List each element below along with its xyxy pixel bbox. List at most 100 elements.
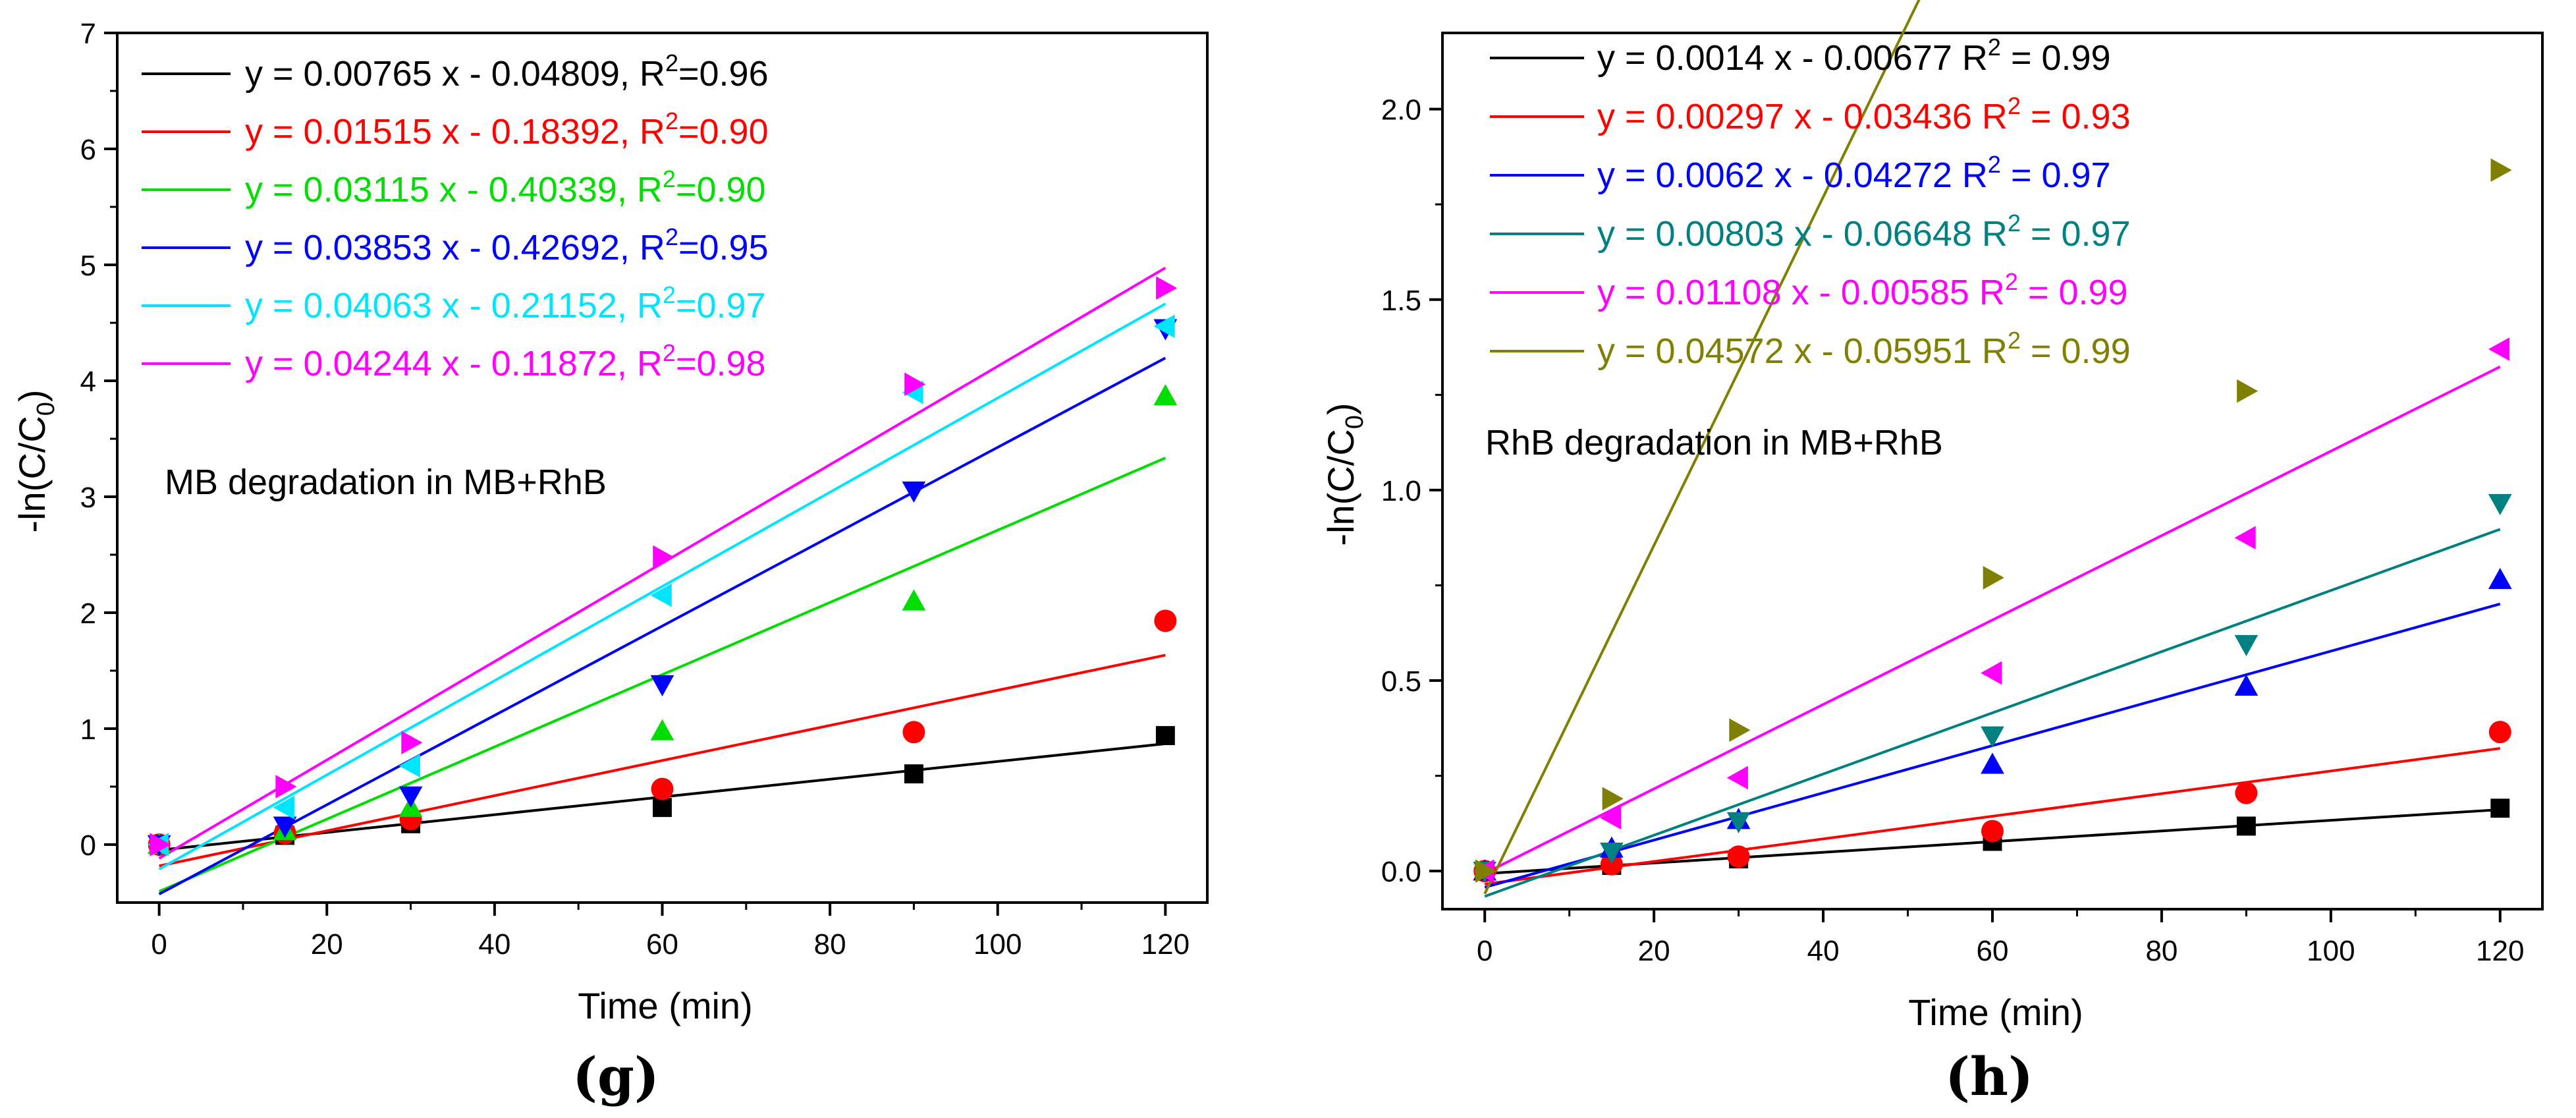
panel-g-y-tick-label: 7 bbox=[80, 18, 96, 50]
panel-g-legend: y = 0.00765 x - 0.04809, R2=0.96 y = 0.01… bbox=[142, 49, 769, 383]
panel-g-fit-line-s4 bbox=[158, 356, 1166, 895]
panel-g-x-tick-label: 60 bbox=[646, 928, 678, 961]
panel-h-y-tick-label: 0.0 bbox=[1381, 856, 1421, 888]
panel-g-y-tick-label: 0 bbox=[80, 829, 96, 862]
panel-g-point-s6 bbox=[275, 775, 297, 798]
panel-g-point-s5 bbox=[273, 795, 294, 820]
panel-g-x-tick-label: 80 bbox=[814, 928, 846, 961]
panel-g-caption: (g) bbox=[572, 1046, 659, 1107]
panel-g-x-tick-label: 0 bbox=[151, 928, 167, 961]
panel-h-point-t2 bbox=[1727, 845, 1750, 868]
panel-g-x-tick-label: 20 bbox=[311, 928, 343, 961]
panel-h-fit-lines bbox=[1483, 0, 2501, 898]
panel-g-point-s4 bbox=[273, 816, 297, 838]
panel-h-legend: y = 0.0014 x - 0.00677 R2 = 0.99 y = 0.00… bbox=[1490, 34, 2131, 371]
panel-h-legend-label: y = 0.04572 x - 0.05951 R2 = 0.99 bbox=[1597, 327, 2131, 371]
panel-h-point-t5 bbox=[2488, 337, 2510, 361]
panel-g-x-tick-label: 40 bbox=[478, 928, 510, 961]
panel-h-point-t2 bbox=[2488, 721, 2511, 744]
panel-g-x-tick-label: 100 bbox=[973, 928, 1022, 961]
panel-h-legend-label: y = 0.00803 x - 0.06648 R2 = 0.97 bbox=[1597, 210, 2131, 254]
panel-h-point-t4 bbox=[1981, 726, 2004, 748]
panel-h-markers bbox=[1473, 158, 2512, 883]
panel-g-y-tick-label: 5 bbox=[80, 250, 96, 282]
panel-g-point-s3 bbox=[902, 589, 926, 611]
panel-h-point-t3 bbox=[1981, 752, 2004, 774]
panel-h-point-t5 bbox=[1600, 806, 1622, 830]
panel-h-fit-line-t2 bbox=[1484, 746, 2501, 886]
panel-h-point-t6 bbox=[1475, 859, 1497, 883]
panel-h-point-t2 bbox=[1600, 852, 1623, 876]
panel-g-x-tick-label: 120 bbox=[1141, 928, 1190, 961]
panel-g-legend-label: y = 0.01515 x - 0.18392, R2=0.90 bbox=[245, 107, 769, 152]
panel-g-legend-label: y = 0.04244 x - 0.11872, R2=0.98 bbox=[245, 339, 766, 383]
panel-h-point-t5 bbox=[2234, 526, 2256, 550]
panel-g-point-s5 bbox=[398, 754, 420, 778]
panel-h-point-t1 bbox=[2490, 798, 2510, 818]
panel-h-x-tick-label: 80 bbox=[2145, 935, 2178, 967]
panel-g-point-s3 bbox=[650, 719, 674, 741]
panel-g-point-s6 bbox=[150, 833, 171, 856]
panel-g-point-s6 bbox=[904, 372, 926, 397]
panel-g-point-s5 bbox=[650, 583, 672, 607]
panel-h-y-tick-label: 1.5 bbox=[1381, 285, 1421, 317]
panel-h-legend-label: y = 0.0062 x - 0.04272 R2 = 0.97 bbox=[1597, 151, 2111, 195]
panel-g-fit-line-s2 bbox=[159, 654, 1166, 868]
panel-h-point-t3 bbox=[2488, 567, 2512, 590]
panel-g-point-s6 bbox=[653, 545, 674, 569]
panel-h-fit-line-t6 bbox=[1483, 0, 1921, 895]
panel-h-fit-line-t5 bbox=[1484, 365, 2501, 875]
panel-g-point-s4 bbox=[650, 675, 674, 696]
panel-h-point-t5 bbox=[1981, 661, 2002, 685]
panel-h-fit-line-t4 bbox=[1484, 528, 2501, 898]
panel-g-y-axis-label: -ln(C/C0) bbox=[11, 389, 60, 532]
panel-h-point-t2 bbox=[2235, 781, 2258, 804]
panel-g-legend-label: y = 0.00765 x - 0.04809, R2=0.96 bbox=[245, 49, 769, 94]
panel-h-y-axis-label: -ln(C/C0) bbox=[1320, 403, 1369, 545]
panel-g-point-s4 bbox=[902, 481, 926, 503]
panel-g-x-axis-label: Time (min) bbox=[578, 985, 752, 1026]
panel-h-point-t2 bbox=[1981, 820, 2004, 843]
panel-g-ticks: 0 20 40 60 80 100 120 0 1 2 3 4 5 6 7 bbox=[80, 18, 1190, 961]
panel-h-point-t4 bbox=[1726, 812, 1751, 833]
panel-h-x-tick-label: 40 bbox=[1807, 935, 1840, 967]
panel-g-y-tick-label: 2 bbox=[80, 598, 96, 630]
panel-g-point-s1 bbox=[904, 764, 923, 784]
panel-h-legend-label: y = 0.0014 x - 0.00677 R2 = 0.99 bbox=[1597, 34, 2111, 78]
panel-h-ticks: 0 20 40 60 80 100 120 0.0 0.5 1.0 1.5 2.0 bbox=[1381, 94, 2525, 967]
panel-h-point-t6 bbox=[2237, 379, 2259, 403]
panel-g-point-s6 bbox=[1156, 276, 1178, 300]
panel-h-x-tick-label: 20 bbox=[1638, 935, 1670, 967]
panel-h-point-t1 bbox=[2236, 816, 2256, 836]
panel-h-point-t3 bbox=[2234, 674, 2259, 696]
panel-h-y-tick-label: 2.0 bbox=[1381, 94, 1421, 126]
panel-g-y-tick-label: 4 bbox=[80, 366, 96, 398]
panel-h-x-tick-label: 60 bbox=[1977, 935, 2009, 967]
panel-g-point-s1 bbox=[1155, 726, 1175, 746]
panel-g-chart: 0 20 40 60 80 100 120 0 1 2 3 4 5 6 7 y = 0.00765 x - … bbox=[11, 18, 1209, 1107]
panel-g-legend-label: y = 0.03853 x - 0.42692, R2=0.95 bbox=[245, 223, 769, 267]
panel-h-x-tick-label: 100 bbox=[2307, 935, 2355, 967]
panel-h-point-t4 bbox=[2234, 634, 2259, 656]
panel-h-point-t6 bbox=[1729, 718, 1751, 742]
panel-h-y-tick-label: 0.5 bbox=[1381, 665, 1421, 698]
panel-h-point-t4 bbox=[2488, 493, 2512, 516]
panel-g-annotation: MB degradation in MB+RhB bbox=[165, 462, 607, 502]
panel-g-fit-line-s3 bbox=[158, 457, 1166, 893]
panel-h-chart: 0 20 40 60 80 100 120 0.0 0.5 1.0 1.5 2.0 y = 0.001… bbox=[1320, 0, 2544, 1107]
panel-h-legend-label: y = 0.00297 x - 0.03436 R2 = 0.93 bbox=[1597, 92, 2131, 136]
panel-g-point-s2 bbox=[902, 721, 925, 744]
panel-h-y-tick-label: 1.0 bbox=[1381, 475, 1421, 507]
panel-g-point-s3 bbox=[1153, 384, 1178, 406]
panel-h-point-t5 bbox=[1726, 766, 1748, 790]
panel-g-point-s6 bbox=[401, 731, 423, 754]
panel-h-annotation: RhB degradation in MB+RhB bbox=[1485, 423, 1943, 462]
panel-g-legend-label: y = 0.04063 x - 0.21152, R2=0.97 bbox=[245, 281, 766, 325]
panel-g-point-s4 bbox=[398, 786, 423, 808]
panel-h-x-axis-label: Time (min) bbox=[1908, 992, 2083, 1033]
panel-g-y-tick-label: 1 bbox=[80, 713, 96, 746]
panel-g-fit-line-s5 bbox=[158, 302, 1166, 870]
panel-h-legend-label: y = 0.01108 x - 0.00585 R2 = 0.99 bbox=[1597, 268, 2128, 312]
panel-h-caption: (h) bbox=[1945, 1046, 2033, 1107]
